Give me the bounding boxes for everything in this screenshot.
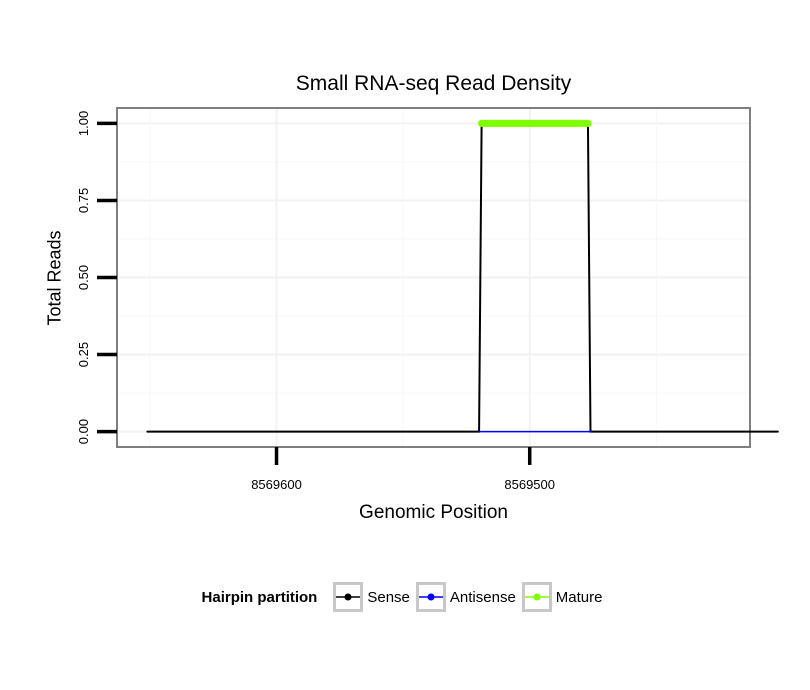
x-axis-label: Genomic Position <box>359 502 508 523</box>
legend: Hairpin partition Sense Antisense Mature <box>0 579 810 615</box>
series-mature-point <box>478 119 486 127</box>
legend-key-mature <box>521 582 552 612</box>
x-tick-label: 8569600 <box>251 477 302 492</box>
y-axis: 0.00 0.25 0.50 0.75 1.00 <box>76 111 117 444</box>
y-tick-label: 0.50 <box>76 265 91 290</box>
legend-label-sense: Sense <box>367 588 410 606</box>
x-axis: 8569600 8569500 <box>251 447 555 492</box>
legend-item-antisense: Antisense <box>415 582 518 612</box>
legend-item-sense: Sense <box>333 582 412 612</box>
legend-item-mature: Mature <box>521 582 605 612</box>
y-tick-label: 0.00 <box>76 419 91 444</box>
x-tick-label: 8569500 <box>504 477 555 492</box>
chart-title: Small RNA-seq Read Density <box>295 72 572 95</box>
y-tick-label: 0.75 <box>76 188 91 213</box>
legend-title: Hairpin partition <box>201 588 318 606</box>
legend-key-sense <box>333 582 364 612</box>
legend-label-antisense: Antisense <box>449 588 516 606</box>
legend-key-antisense <box>415 582 446 612</box>
y-tick-label: 0.25 <box>76 342 91 367</box>
y-tick-label: 1.00 <box>76 111 91 136</box>
series-layer <box>146 119 779 433</box>
legend-label-mature: Mature <box>555 588 603 606</box>
y-axis-label: Total Reads <box>44 230 65 326</box>
grid <box>117 108 750 447</box>
